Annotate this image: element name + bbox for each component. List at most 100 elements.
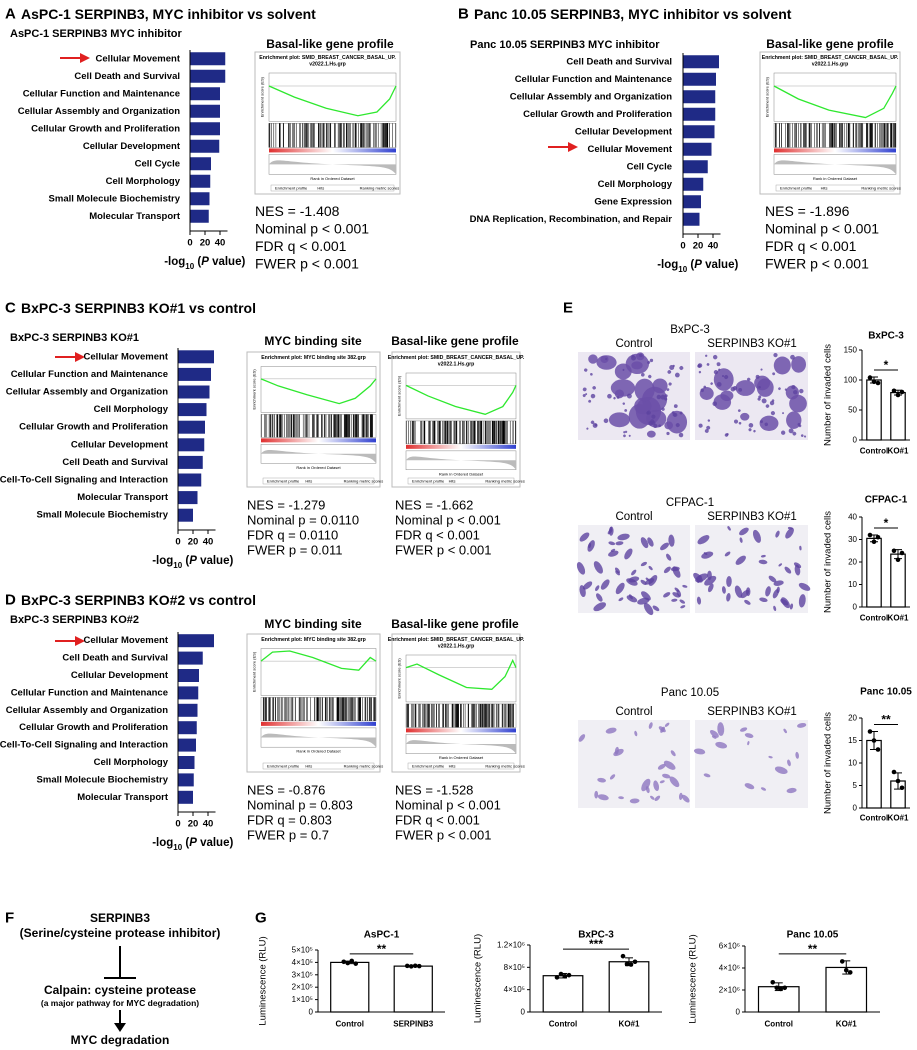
cell (698, 423, 703, 428)
cell (623, 434, 626, 438)
gsea-legend-item: Ranking metric scores (861, 186, 901, 191)
chart-title: BxPC-3 SERPINB3 KO#2 (10, 614, 139, 626)
rank-gradient (406, 728, 516, 733)
category-label: Cell Morphology (598, 179, 673, 190)
cell (789, 603, 794, 610)
gsea-legend-item: Hits (305, 479, 312, 484)
cell (675, 423, 680, 428)
bar (683, 177, 704, 191)
cell (660, 542, 669, 551)
diagram-outcome: MYC degradation (71, 1033, 170, 1047)
y-tick-label: 4×10⁵ (504, 985, 525, 994)
cell (680, 605, 686, 609)
y-tick-label: 20 (848, 558, 857, 567)
cell (744, 733, 754, 738)
cell (768, 575, 777, 583)
metric-fill (774, 160, 896, 175)
data-point (349, 958, 355, 964)
gsea-legend-item: Enrichment profile (412, 479, 445, 484)
category-label: Cellular Growth and Proliferation (19, 422, 168, 433)
cell (712, 354, 718, 360)
cell (778, 387, 781, 390)
cell-cluster (614, 363, 632, 380)
data-point (558, 971, 564, 977)
y-tick-label: 4×10⁵ (292, 958, 313, 967)
cell (738, 387, 743, 392)
cell (652, 605, 660, 612)
category-label: Cellular Movement (96, 53, 181, 64)
y-tick-label: 0 (736, 1008, 741, 1017)
panel-letter: G (255, 910, 267, 927)
data-point (770, 980, 776, 985)
cell (744, 599, 751, 605)
x-axis-label-part: -log (164, 256, 185, 268)
es-area (260, 648, 377, 696)
panel-title: Panc 10.05 SERPINB3, MYC inhibitor vs so… (474, 6, 792, 22)
cell (785, 527, 794, 539)
category-label: Cell Death and Survival (566, 56, 672, 67)
cell (768, 755, 773, 759)
cell (669, 364, 675, 370)
cell (787, 759, 791, 767)
x-axis-label-part: ( (182, 555, 189, 567)
cell (593, 602, 607, 612)
x-tick-label: KO#1 (836, 1020, 857, 1029)
cell (645, 578, 655, 585)
data-point (895, 392, 901, 398)
category-label: DNA Replication, Recombination, and Repa… (470, 214, 673, 225)
gsea-legend-item: Enrichment profile (267, 479, 300, 484)
y-tick-label: 15 (848, 736, 857, 745)
bar (890, 553, 906, 608)
x-axis-label-part: P (189, 555, 197, 567)
gsea-legend-item: Enrichment profile (780, 186, 813, 191)
cell (721, 374, 725, 378)
gsea-plot-title: Enrichment plot: SMID_BREAST_CANCER_BASA… (388, 637, 525, 643)
category-label: Cellular Movement (84, 635, 169, 646)
panel-letter: A (5, 6, 16, 23)
bar (542, 975, 584, 1013)
cell (757, 397, 761, 401)
cell (775, 530, 780, 538)
cell (637, 597, 650, 605)
x-axis-label-part: -log (152, 555, 173, 567)
cell (790, 354, 795, 360)
category-label: Cell Morphology (94, 404, 169, 415)
category-label: Cell-To-Cell Signaling and Interaction (0, 740, 168, 751)
hits (262, 697, 377, 721)
x-tick-label: 40 (203, 537, 214, 548)
cell (626, 393, 632, 399)
cell-cluster (614, 389, 625, 399)
category-label: Cellular Growth and Proliferation (31, 123, 180, 134)
bar (683, 107, 716, 121)
cell (663, 566, 671, 574)
bar (190, 139, 220, 153)
cell (707, 583, 714, 593)
x-axis-label-part: 10 (173, 843, 182, 852)
x-axis-label-part: value) (209, 256, 246, 268)
y-tick-label: 20 (848, 714, 857, 723)
cell (663, 760, 676, 770)
cell (738, 421, 742, 425)
x-axis-label-part: 10 (185, 262, 194, 271)
cell (651, 414, 656, 419)
cell (585, 393, 588, 396)
significance-label: ** (377, 942, 387, 956)
cell (671, 598, 678, 602)
gsea-stat: NES = -1.662 (395, 498, 473, 513)
gsea-stat: FWER p = 0.011 (247, 543, 343, 558)
panel-title: BxPC-3 SERPINB3 KO#2 vs control (21, 592, 256, 608)
gsea-legend-box (262, 762, 375, 770)
x-axis-label-part: P (201, 256, 209, 268)
y-tick-label: 0 (853, 603, 858, 612)
x-tick-label: 0 (187, 238, 192, 249)
cell (715, 741, 728, 749)
cell (607, 393, 612, 399)
cell (641, 591, 651, 601)
x-axis-label-part: -log (657, 259, 678, 271)
cell-cluster (754, 375, 771, 391)
y-tick-label: 3×10⁵ (292, 970, 313, 979)
es-area (268, 72, 397, 122)
chart-title: Panc 10.05 (787, 930, 839, 941)
data-point (875, 534, 881, 540)
bar (608, 961, 650, 1013)
